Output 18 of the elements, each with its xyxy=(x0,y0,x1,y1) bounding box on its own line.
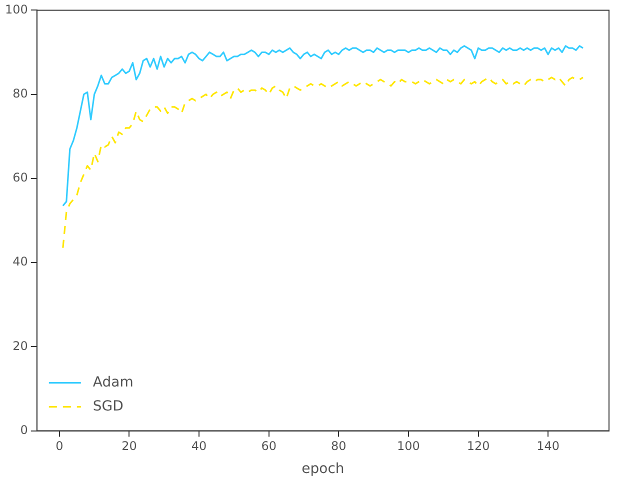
y-tick-label: 100 xyxy=(5,2,28,16)
x-tick-label: 60 xyxy=(261,439,276,454)
x-tick-label: 120 xyxy=(466,439,490,454)
x-tick-label: 0 xyxy=(56,439,64,454)
x-tick-label: 40 xyxy=(191,439,207,454)
y-tick-label: 40 xyxy=(12,254,28,269)
y-tick-label: 0 xyxy=(20,422,28,437)
y-tick-label: 60 xyxy=(12,170,28,185)
legend-label: SGD xyxy=(92,398,124,414)
legend-label: Adam xyxy=(92,374,134,390)
y-tick-label: 80 xyxy=(12,86,28,100)
x-tick-label: 80 xyxy=(331,439,346,454)
x-tick-label: 20 xyxy=(122,439,137,454)
y-tick-label: 20 xyxy=(12,338,28,353)
x-axis-title: epoch xyxy=(302,461,344,478)
x-tick-label: 140 xyxy=(536,439,560,454)
line-series xyxy=(62,76,584,249)
x-tick-label: 100 xyxy=(397,439,420,454)
